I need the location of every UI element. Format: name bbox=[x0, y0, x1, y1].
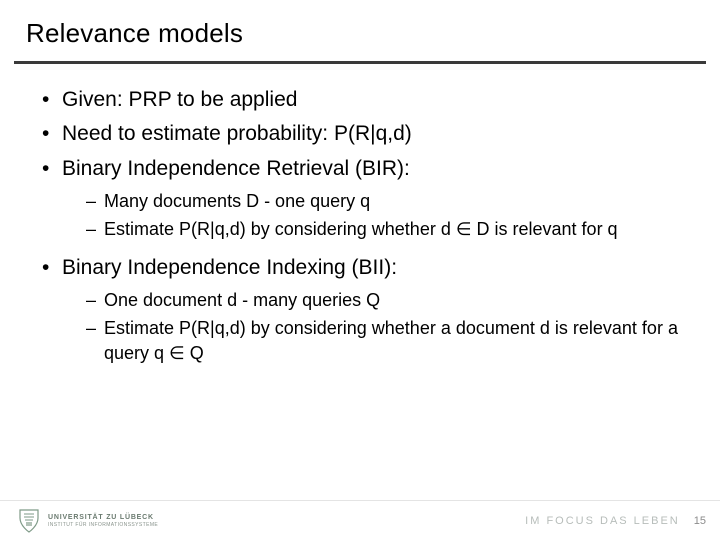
sub-text: Estimate P(R|q,d) by considering whether… bbox=[104, 318, 678, 362]
sub-list: Many documents D - one query q Estimate … bbox=[86, 189, 680, 242]
bullet-item: Binary Independence Indexing (BII): One … bbox=[40, 254, 680, 365]
sub-item: Estimate P(R|q,d) by considering whether… bbox=[86, 316, 680, 365]
bullet-list: Given: PRP to be applied Need to estimat… bbox=[40, 86, 680, 365]
bullet-text: Need to estimate probability: P(R|q,d) bbox=[62, 122, 412, 145]
university-name: UNIVERSITÄT ZU LÜBECK INSTITUT FÜR INFOR… bbox=[48, 514, 158, 528]
sub-text: Estimate P(R|q,d) by considering whether… bbox=[104, 219, 618, 239]
bullet-item: Need to estimate probability: P(R|q,d) bbox=[40, 120, 680, 148]
footer-left: UNIVERSITÄT ZU LÜBECK INSTITUT FÜR INFOR… bbox=[18, 508, 158, 534]
university-line1: UNIVERSITÄT ZU LÜBECK bbox=[48, 514, 158, 521]
university-line2: INSTITUT FÜR INFORMATIONSSYSTEME bbox=[48, 523, 158, 528]
slide: Relevance models Given: PRP to be applie… bbox=[0, 0, 720, 540]
sub-item: Estimate P(R|q,d) by considering whether… bbox=[86, 217, 680, 241]
title-area: Relevance models bbox=[0, 0, 720, 55]
university-crest-icon bbox=[18, 508, 40, 534]
sub-item: One document d - many queries Q bbox=[86, 288, 680, 312]
sub-text: Many documents D - one query q bbox=[104, 191, 370, 211]
slide-title: Relevance models bbox=[26, 18, 720, 49]
bullet-text: Binary Independence Indexing (BII): bbox=[62, 256, 397, 279]
footer: UNIVERSITÄT ZU LÜBECK INSTITUT FÜR INFOR… bbox=[0, 500, 720, 540]
bullet-text: Binary Independence Retrieval (BIR): bbox=[62, 157, 410, 180]
bullet-item: Binary Independence Retrieval (BIR): Man… bbox=[40, 155, 680, 242]
bullet-text: Given: PRP to be applied bbox=[62, 88, 297, 111]
page-number: 15 bbox=[694, 515, 706, 527]
footer-right: IM FOCUS DAS LEBEN 15 bbox=[525, 515, 706, 527]
sub-text: One document d - many queries Q bbox=[104, 290, 380, 310]
tagline: IM FOCUS DAS LEBEN bbox=[525, 515, 680, 527]
sub-list: One document d - many queries Q Estimate… bbox=[86, 288, 680, 365]
bullet-item: Given: PRP to be applied bbox=[40, 86, 680, 114]
content-area: Given: PRP to be applied Need to estimat… bbox=[0, 64, 720, 540]
sub-item: Many documents D - one query q bbox=[86, 189, 680, 213]
